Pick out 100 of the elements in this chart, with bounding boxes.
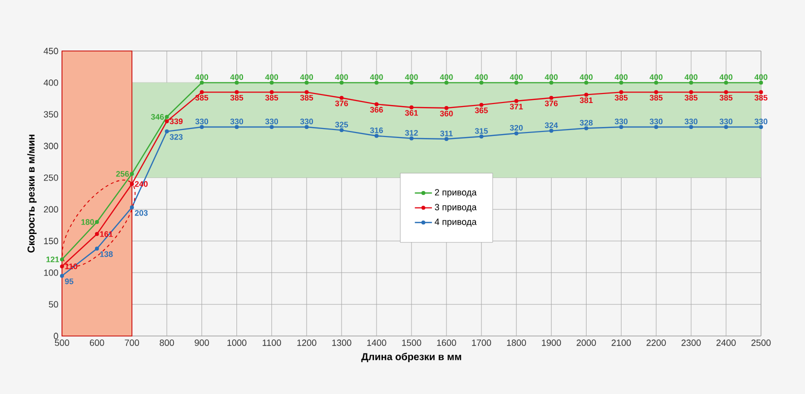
point (410, 80, 414, 85)
data-label: 346 (150, 114, 164, 120)
point (549, 96, 554, 100)
data-label: 400 (440, 74, 453, 80)
x-tick-label: 600 (90, 340, 104, 346)
data-label: 376 (544, 100, 558, 106)
point (164, 119, 169, 124)
y-tick-label: 0 (54, 332, 58, 340)
point (584, 92, 588, 97)
point (689, 80, 694, 85)
data-label: 180 (81, 219, 94, 225)
data-label: 376 (335, 100, 348, 106)
point (234, 90, 239, 94)
data-label: 400 (544, 74, 558, 80)
point (374, 80, 379, 85)
data-label: 400 (370, 74, 383, 80)
point (514, 80, 518, 85)
point (654, 90, 658, 94)
x-tick-label: 700 (124, 340, 140, 346)
point (130, 172, 134, 176)
data-label: 320 (510, 124, 523, 131)
point (514, 99, 518, 104)
data-label: 330 (614, 118, 628, 124)
data-label: 400 (335, 74, 348, 80)
point (270, 80, 274, 85)
x-tick-label: 1600 (437, 340, 456, 346)
point (60, 264, 64, 268)
point (94, 232, 99, 236)
data-label: 385 (614, 94, 628, 101)
point (164, 129, 169, 134)
point (724, 90, 728, 94)
point (304, 90, 309, 94)
point (374, 102, 379, 106)
point (654, 125, 658, 129)
point (514, 131, 518, 136)
data-label: 315 (474, 128, 488, 134)
y-axis-title: Скорость резки в м/мин (27, 134, 37, 253)
data-label: 330 (230, 118, 244, 124)
data-label: 366 (370, 106, 383, 113)
point (304, 80, 309, 85)
point (479, 134, 484, 138)
data-label: 385 (230, 94, 244, 101)
x-tick-label: 1100 (262, 340, 282, 346)
point (689, 90, 694, 94)
data-label: 361 (405, 110, 418, 116)
legend-label: 4 привода (434, 218, 477, 227)
data-label: 400 (614, 74, 628, 80)
data-label: 330 (754, 118, 768, 124)
y-tick-label: 100 (44, 269, 58, 276)
data-label: 385 (684, 94, 698, 101)
point (619, 125, 624, 129)
point (619, 90, 624, 94)
data-label: 385 (650, 94, 663, 101)
x-tick-label: 1000 (227, 340, 246, 346)
point (444, 137, 448, 142)
point (549, 80, 554, 85)
data-label: 400 (684, 74, 698, 80)
data-label: 330 (265, 118, 278, 124)
data-label: 330 (720, 118, 732, 124)
point (549, 128, 554, 133)
data-label: 311 (440, 130, 453, 136)
point (340, 128, 344, 132)
point (130, 205, 134, 210)
point (689, 125, 694, 129)
y-tick-label: 300 (44, 142, 58, 150)
x-tick-label: 2000 (576, 340, 596, 346)
x-tick-label: 1800 (507, 340, 526, 346)
data-label: 385 (720, 94, 732, 101)
y-tick-label: 50 (48, 301, 58, 308)
legend-label: 2 привода (434, 189, 477, 198)
x-tick-label: 1200 (297, 340, 316, 346)
point (94, 220, 99, 224)
data-label: 385 (300, 94, 314, 101)
y-tick-label: 250 (44, 174, 58, 181)
x-tick-label: 1700 (472, 340, 492, 346)
x-tick-label: 900 (194, 340, 209, 346)
point (584, 80, 588, 85)
y-tick-label: 150 (44, 238, 58, 244)
point (444, 106, 448, 110)
point (479, 80, 484, 85)
data-label: 400 (754, 74, 768, 80)
data-label: 385 (754, 94, 768, 101)
data-label: 400 (404, 74, 418, 80)
x-tick-label: 500 (54, 340, 70, 346)
data-label: 330 (300, 118, 313, 124)
point (584, 126, 588, 130)
point (759, 90, 764, 94)
x-tick-label: 2300 (682, 340, 701, 346)
data-label: 256 (116, 171, 129, 177)
point (94, 246, 99, 251)
point (234, 125, 239, 129)
point (234, 80, 239, 85)
point (479, 102, 484, 107)
data-label: 95 (64, 278, 74, 284)
point (444, 80, 448, 85)
data-label: 121 (46, 256, 60, 262)
data-label: 400 (265, 74, 278, 80)
data-label: 339 (170, 118, 183, 124)
point (200, 125, 204, 129)
data-label: 324 (544, 122, 558, 128)
